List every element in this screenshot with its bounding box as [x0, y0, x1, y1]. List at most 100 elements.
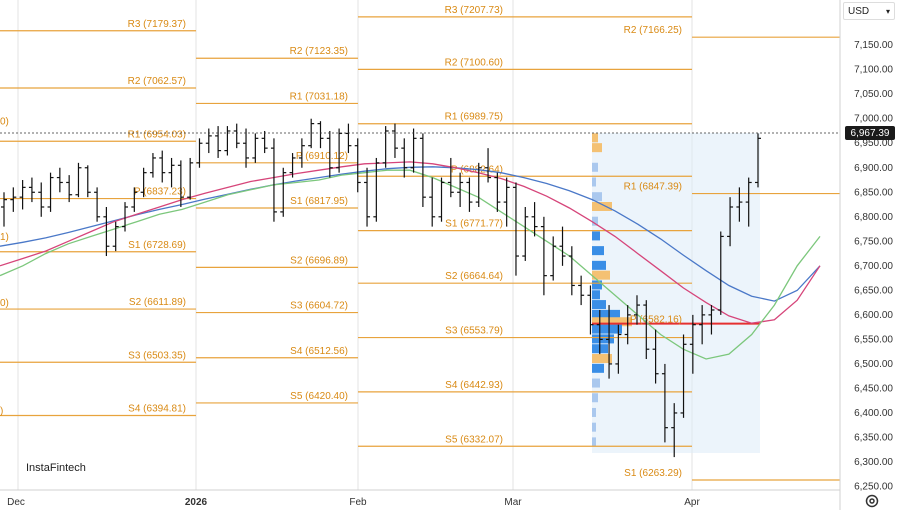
brand-logo: InstaFintech: [22, 458, 112, 478]
ohlc-bar: [326, 130, 333, 178]
price-tick-label: 6,400.00: [854, 408, 893, 419]
ohlc-bar: [531, 202, 538, 237]
volume-profile-bar-5: [592, 201, 612, 211]
volume-profile-bar-16: [592, 324, 622, 334]
pivot-label-3-0: R2 (7166.25): [624, 25, 682, 36]
volume-profile-bar-10: [592, 270, 610, 280]
ohlc-bar: [596, 309, 603, 355]
price-tick-label: 6,800.00: [854, 212, 893, 223]
ohlc-bar: [512, 182, 519, 276]
pivot-label-0-2: R1 (6954.03): [128, 129, 186, 140]
ohlc-bar: [56, 167, 63, 193]
ohlc-bar: [736, 187, 743, 222]
price-tick-label: 6,950.00: [854, 138, 893, 149]
settings-gear-icon[interactable]: [864, 493, 880, 509]
pivot-label-clipped-0: 0): [0, 117, 9, 128]
pivot-label-2-6: S3 (6553.79): [445, 326, 503, 337]
time-tick-label: Apr: [684, 497, 700, 508]
pivot-label-clipped-1: 1): [0, 232, 9, 243]
ma-mid-line: [0, 161, 821, 324]
ohlc-bar: [559, 226, 566, 266]
time-axis[interactable]: Dec 2026 Feb Mar Apr: [7, 497, 700, 508]
ohlc-bar: [345, 123, 352, 154]
volume-profile-bar-2: [592, 162, 598, 172]
last-price-badge: 6,967.39: [845, 126, 895, 140]
volume-profile-bar-3: [592, 177, 596, 187]
ohlc-bar: [131, 187, 138, 212]
ohlc-bar: [10, 187, 17, 212]
pivot-label-3-2: S1 (6263.29): [624, 468, 682, 479]
volume-profile-bar-24: [592, 422, 596, 432]
price-tick-label: 6,450.00: [854, 383, 893, 394]
volume-profile-bar-17: [592, 334, 614, 344]
price-tick-label: 6,600.00: [854, 310, 893, 321]
volume-profile-bar-12: [592, 290, 600, 300]
ohlc-bar: [177, 160, 184, 207]
currency-selector[interactable]: USD ▾: [843, 2, 895, 20]
pivot-label-1-6: S3 (6604.72): [290, 301, 348, 312]
pivot-label-2-0: R3 (7207.73): [445, 5, 503, 16]
volume-profile: [592, 133, 760, 453]
ohlc-bar: [19, 180, 26, 210]
volume-profile-bar-15: [592, 317, 632, 327]
ohlc-bar: [94, 187, 101, 222]
volume-profile-bar-0: [592, 133, 598, 143]
ohlc-bar: [103, 206, 110, 257]
volume-profile-bar-14: [592, 309, 620, 319]
ohlc-bar: [661, 363, 668, 443]
ohlc-bar: [708, 305, 715, 335]
ohlc-bar: [745, 177, 752, 227]
volume-profile-bar-11: [592, 280, 602, 290]
pivot-label-1-3: P (6910.12): [296, 151, 348, 162]
ohlc-bar: [140, 167, 147, 198]
pivot-label-0-5: S2 (6611.89): [129, 297, 186, 308]
ohlc-bar: [587, 285, 594, 335]
price-tick-label: 6,350.00: [854, 432, 893, 443]
price-axis[interactable]: 6,250.00 6,300.00 6,350.00 6,400.00 6,450.00…: [854, 40, 893, 492]
price-tick-label: 7,100.00: [854, 65, 893, 76]
pivot-label-2-8: S5 (6332.07): [445, 434, 503, 445]
pivot-label-0-4: S1 (6728.69): [128, 240, 186, 251]
ohlc-bar: [270, 138, 277, 222]
ohlc-bar: [84, 165, 91, 198]
price-tick-label: 7,150.00: [854, 40, 893, 51]
last-price-value: 6,967.39: [850, 127, 890, 139]
ohlc-bar: [689, 314, 696, 374]
ohlc-bar: [252, 133, 259, 163]
ohlc-bar: [624, 305, 631, 345]
ohlc-bar: [578, 275, 585, 306]
ohlc-bars: [1, 118, 761, 458]
ohlc-bar: [243, 128, 250, 168]
ohlc-bar: [75, 162, 82, 198]
ohlc-bar: [122, 202, 129, 232]
ohlc-bar: [438, 177, 445, 222]
price-tick-label: 6,700.00: [854, 261, 893, 272]
volume-profile-bar-20: [592, 363, 604, 373]
ohlc-bar: [38, 182, 45, 217]
ohlc-bar: [606, 305, 613, 379]
pivot-label-2-1: R2 (7100.60): [445, 57, 503, 68]
ohlc-bar: [485, 148, 492, 183]
ohlc-bar: [28, 177, 35, 203]
pivot-label-0-1: R2 (7062.57): [128, 76, 186, 87]
volume-profile-bar-1: [592, 143, 602, 153]
ohlc-bar: [466, 177, 473, 212]
time-tick-label: 2026: [185, 497, 208, 508]
ohlc-bar: [568, 246, 575, 296]
ohlc-bar: [261, 130, 268, 154]
volume-profile-region: [592, 133, 760, 453]
price-tick-label: 6,300.00: [854, 457, 893, 468]
pivot-label-0-3: P (6837.23): [134, 187, 186, 198]
volume-profile-bar-21: [592, 378, 600, 388]
brand-label: InstaFintech: [26, 462, 86, 474]
ohlc-bar: [373, 157, 380, 222]
ohlc-bar: [196, 138, 203, 168]
volume-profile-bar-6: [592, 216, 598, 226]
ohlc-bar: [680, 334, 687, 418]
ohlc-bar: [1, 192, 7, 227]
pivot-label-2-7: S4 (6442.93): [445, 380, 503, 391]
ohlc-bar: [289, 153, 296, 178]
ohlc-bar: [540, 216, 547, 296]
ohlc-bar: [643, 300, 650, 360]
